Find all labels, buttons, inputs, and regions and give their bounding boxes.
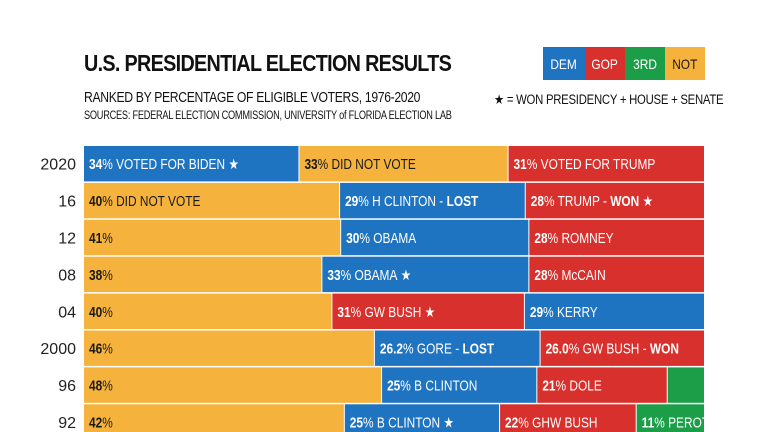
segment-label: 30% OBAMA [346,230,416,246]
year-label: 96 [58,378,76,395]
chart-subtitle: RANKED BY PERCENTAGE OF ELIGIBLE VOTERS,… [84,90,421,106]
year-label: 12 [58,231,76,248]
bar-row-08: 08 38% 33% OBAMA ★ 28% McCAIN [58,256,704,293]
bar-segment-dem [341,219,529,256]
segment-label: 38% [89,267,113,283]
chart-title: U.S. PRESIDENTIAL ELECTION RESULTS [84,50,452,76]
bar-segment-gop [537,367,667,403]
bar-segment-gop [332,293,524,329]
segment-label: 41% [89,230,113,246]
bar-row-12: 12 41% 30% OBAMA 28% ROMNEY [58,219,704,256]
bar-segment-3rd [667,367,704,403]
segment-label: 33% OBAMA ★ [327,267,411,283]
legend-gop: GOP [585,47,625,80]
year-label: 2000 [40,341,76,358]
segment-label: 25% B CLINTON [387,377,477,393]
segment-label: 48% [89,377,113,393]
bar-row-04: 04 40% 31% GW BUSH ★ 29% KERRY [58,293,704,329]
bar-segment-dem [374,330,540,366]
year-label: 04 [58,304,76,321]
segment-label: 25% B CLINTON ★ [350,414,454,430]
bar-row-2020: 2020 34% VOTED FOR BIDEN ★ 33% DID NOT VOT… [40,146,704,182]
bar-segment-dem [322,256,529,293]
segment-label: 29% KERRY [530,304,598,320]
bar-segment-dem [344,404,500,432]
bar-segment-not [84,404,344,432]
bar-segment-not [299,146,508,182]
segment-label: 29% H CLINTON - LOST [345,193,478,209]
segment-label: 40% [89,304,113,320]
year-label: 2020 [40,157,76,174]
segment-label: 11% PEROT [642,414,709,430]
bar-segment-dem [340,182,525,219]
year-label: 92 [58,415,76,432]
bar-segment-gop [508,146,704,182]
segment-label: 33% DID NOT VOTE [304,156,416,172]
segment-label: 22% GHW BUSH [505,414,597,430]
segment-label: 21% DOLE [542,377,602,393]
bar-segment-gop [540,330,704,366]
segment-label: 46% [89,341,113,357]
bar-row-2000: 2000 46% 26.2% GORE - LOST 26.0% GW BUSH - … [40,330,704,366]
bar-segment-dem [382,367,537,403]
bar-segment-3rd [636,404,704,432]
segment-label: 26.2% GORE - LOST [380,341,494,357]
bar-row-96: 96 48% 25% B CLINTON 21% DOLE [58,367,704,403]
segment-label: 31% GW BUSH ★ [337,304,435,320]
bar-segment-gop [500,404,636,432]
bar-row-16: 16 40% DID NOT VOTE 29% H CLINTON - LOST 28… [58,182,704,219]
segment-label: 26.0% GW BUSH - WON [546,341,679,357]
bar-segment-not [84,219,341,256]
segment-label: 28% McCAIN [534,267,605,283]
legend-not: NOT [665,47,705,80]
year-label: 16 [58,194,76,211]
segment-label: 34% VOTED FOR BIDEN ★ [89,156,239,172]
bar-segment-gop [525,182,704,219]
legend-dem: DEM [543,47,585,80]
star-legend-note: ★ = WON PRESIDENCY + HOUSE + SENATE [494,92,724,107]
segment-label: 31% VOTED FOR TRUMP [514,156,656,172]
segment-label: 40% DID NOT VOTE [89,193,201,209]
bar-segment-not [84,330,374,366]
legend-3rd: 3RD [625,47,665,80]
bar-segment-dem [524,293,704,329]
bar-segment-not [84,256,322,293]
bar-segment-not [84,182,340,219]
segment-label: 28% TRUMP - WON ★ [531,193,653,209]
segment-label: 42% [89,414,113,430]
bar-segment-gop [529,219,704,256]
bar-segment-not [84,293,332,329]
chart-sources: SOURCES: FEDERAL ELECTION COMMISSION, UN… [84,110,452,122]
segment-label: 28% ROMNEY [534,230,613,246]
bar-segment-not [84,367,382,403]
bar-row-92: 92 42% 25% B CLINTON ★ 22% GHW BUSH 11% PERO… [58,404,709,432]
bar-segment-gop [529,256,704,293]
bar-segment-dem [84,146,299,182]
year-label: 08 [58,267,76,284]
